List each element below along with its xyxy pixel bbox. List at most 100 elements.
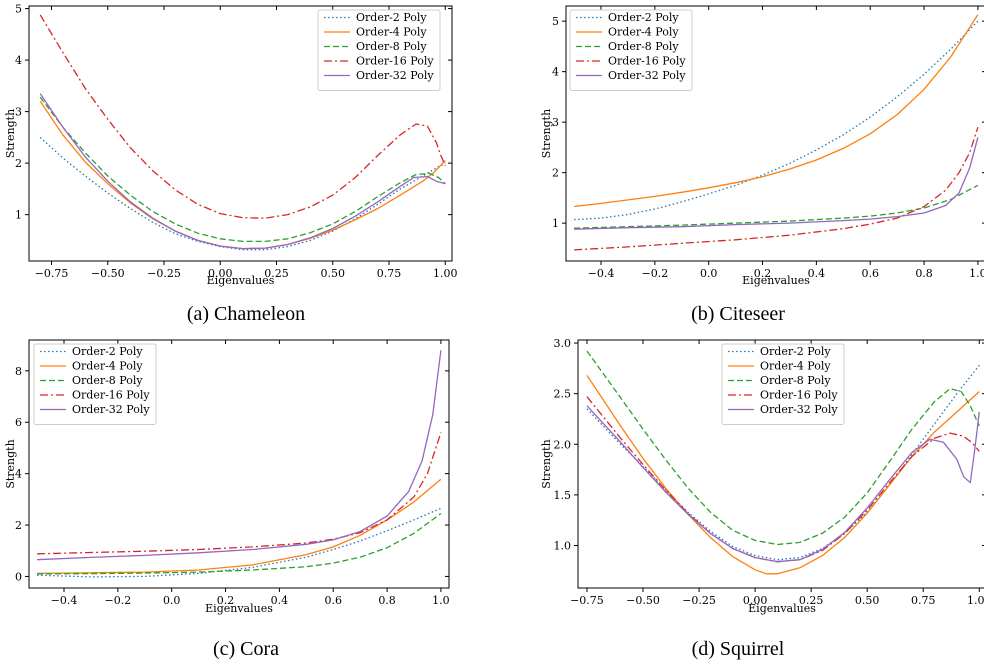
legend-label-order-2-poly: Order-2 Poly: [356, 11, 427, 24]
y-tick-label: 3.0: [554, 337, 572, 350]
legend-label-order-2-poly: Order-2 Poly: [72, 345, 143, 358]
x-tick-label: 0.4: [271, 594, 289, 607]
x-tick-label: 0.2: [754, 267, 772, 280]
y-tick-label: 2.5: [554, 388, 572, 401]
y-tick-label: 2: [15, 157, 22, 170]
legend-label-order-4-poly: Order-4 Poly: [760, 360, 831, 373]
legend-label-order-8-poly: Order-8 Poly: [760, 374, 831, 387]
y-tick-label: 1.5: [554, 489, 572, 502]
legend-label-order-2-poly: Order-2 Poly: [608, 11, 679, 24]
x-tick-label: −0.50: [626, 594, 660, 607]
x-tick-label: 0.2: [217, 594, 235, 607]
series-line-order-8-poly: [37, 512, 442, 575]
series-line-order-4-poly: [37, 478, 442, 575]
legend-label-order-16-poly: Order-16 Poly: [760, 389, 838, 402]
legend-box: [317, 9, 441, 91]
plot-frame: [565, 5, 984, 262]
x-axis-label: Eigenvalues: [207, 274, 275, 287]
series-line-order-32-poly: [586, 405, 980, 563]
x-tick-label: 1.00: [967, 594, 984, 607]
y-tick-label: 2: [552, 167, 559, 180]
y-tick-label: 4: [15, 468, 22, 481]
x-tick-label: −0.25: [147, 267, 181, 280]
x-tick-label: −0.75: [35, 267, 69, 280]
x-tick-label: 0.00: [743, 594, 768, 607]
x-axis-label: Eigenvalues: [205, 602, 273, 615]
series-line-order-32-poly: [37, 350, 442, 561]
plot-frame: [28, 339, 450, 589]
series-line-order-2-poly: [37, 507, 442, 578]
x-tick-label: −0.25: [682, 594, 716, 607]
x-tick-label: 0.8: [378, 594, 396, 607]
x-tick-label: 0.50: [855, 594, 880, 607]
plot-frame: [28, 5, 453, 262]
legend-label-order-32-poly: Order-32 Poly: [760, 403, 838, 416]
x-tick-label: −0.2: [104, 594, 131, 607]
x-tick-label: 1.0: [432, 594, 450, 607]
y-tick-label: 6: [15, 416, 22, 429]
x-tick-label: 0.75: [911, 594, 936, 607]
x-axis-label: Eigenvalues: [742, 274, 810, 287]
y-tick-label: 1.0: [554, 539, 572, 552]
x-tick-label: 1.00: [433, 267, 458, 280]
chart-chameleon: −0.75 −0.50 −0.25 0.00 0.25 0.50 0.75 1.00 1 2 3 4 5…: [4, 3, 458, 287]
x-tick-label: 0.00: [208, 267, 233, 280]
legend-label-order-32-poly: Order-32 Poly: [608, 69, 686, 82]
x-tick-label: 0.50: [321, 267, 346, 280]
legend-box: [721, 343, 845, 425]
x-tick-label: −0.75: [570, 594, 604, 607]
series-line-order-16-poly: [574, 127, 979, 251]
y-tick-label: 1: [15, 209, 22, 222]
legend-label-order-32-poly: Order-32 Poly: [356, 69, 434, 82]
caption-squirrel: (d) Squirrel: [691, 638, 785, 660]
x-tick-label: 0.25: [799, 594, 824, 607]
y-axis-label: Strength: [4, 109, 17, 158]
series-line-order-2-poly: [39, 136, 446, 251]
y-tick-label: 3: [552, 116, 559, 129]
y-axis-label: Strength: [540, 109, 553, 158]
caption-cora: (c) Cora: [212, 638, 280, 660]
legend-label-order-32-poly: Order-32 Poly: [72, 403, 150, 416]
chart-squirrel: −0.75 −0.50 −0.25 0.00 0.25 0.50 0.75 1.00 1.0 1.…: [540, 337, 984, 615]
y-tick-label: 0: [15, 570, 22, 583]
caption-citeseer: (b) Citeseer: [691, 303, 785, 325]
legend-label-order-16-poly: Order-16 Poly: [72, 389, 150, 402]
y-tick-label: 5: [15, 3, 22, 16]
legend-label-order-4-poly: Order-4 Poly: [608, 26, 679, 39]
legend-label-order-4-poly: Order-4 Poly: [72, 360, 143, 373]
y-tick-label: 1: [552, 217, 559, 230]
y-tick-label: 2.0: [554, 438, 572, 451]
legend-label-order-8-poly: Order-8 Poly: [608, 40, 679, 53]
y-tick-label: 4: [552, 66, 559, 79]
caption-chameleon: (a) Chameleon: [186, 303, 306, 325]
chart-citeseer: −0.4 −0.2 0.0 0.2 0.4 0.6 0.8 1.0 1 2 3 4 5 Eigenvalu…: [540, 5, 984, 287]
y-tick-label: 4: [15, 54, 22, 67]
legend-box: [33, 343, 157, 425]
x-tick-label: 0.4: [808, 267, 826, 280]
y-tick-label: 2: [15, 519, 22, 532]
legend-label-order-16-poly: Order-16 Poly: [356, 55, 434, 68]
y-tick-label: 5: [552, 15, 559, 28]
x-tick-label: −0.2: [641, 267, 668, 280]
series-line-order-32-poly: [39, 93, 446, 250]
y-tick-label: 3: [15, 106, 22, 119]
x-tick-label: −0.50: [91, 267, 125, 280]
x-axis-label: Eigenvalues: [748, 602, 816, 615]
series-line-order-4-poly: [39, 100, 446, 250]
chart-cora: −0.4 −0.2 0.0 0.2 0.4 0.6 0.8 1.0 0 2 4 6 8 Eigenvalu…: [4, 339, 450, 615]
legend-label-order-4-poly: Order-4 Poly: [356, 26, 427, 39]
series-line-order-2-poly: [574, 20, 979, 221]
x-tick-label: −0.4: [51, 594, 78, 607]
series-line-order-8-poly: [39, 96, 446, 243]
series-line-order-32-poly: [574, 137, 979, 230]
series-line-order-4-poly: [574, 14, 979, 208]
legend-box: [569, 9, 693, 91]
series-line-order-16-poly: [37, 432, 442, 555]
x-tick-label: 0.6: [324, 594, 342, 607]
plot-frame: [577, 339, 984, 589]
x-tick-label: 1.0: [969, 267, 984, 280]
x-tick-label: 0.0: [700, 267, 718, 280]
legend-label-order-2-poly: Order-2 Poly: [760, 345, 831, 358]
series-line-order-8-poly: [574, 184, 979, 229]
x-tick-label: 0.8: [915, 267, 933, 280]
